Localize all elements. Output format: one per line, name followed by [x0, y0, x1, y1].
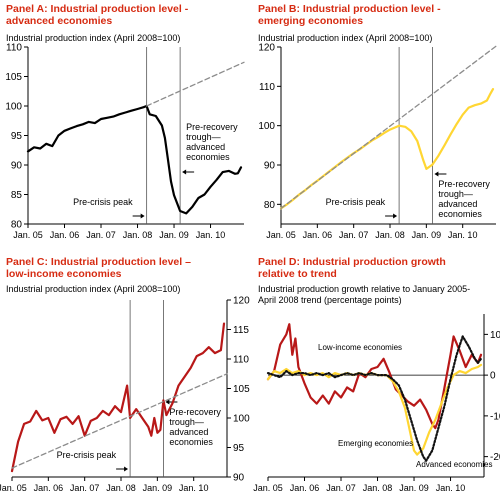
panel-b-x-tick-label: Jan. 08 — [375, 230, 405, 240]
panel-d-x-tick-label: Jan. 08 — [363, 483, 393, 493]
panel-b-x-tick-label: Jan. 09 — [412, 230, 442, 240]
panel-a-x-tick-label: Jan. 06 — [50, 230, 80, 240]
panel-a-trough-label: advanced — [186, 142, 225, 152]
panel-b-title-line1: Panel B: Industrial production level - — [258, 3, 441, 15]
panel-b-peak-label: Pre-crisis peak — [326, 197, 386, 207]
panel-c-x-tick-label: Jan. 06 — [34, 483, 64, 493]
panel-c-y-tick-label: 95 — [233, 443, 245, 454]
panel-d-x-tick-label: Jan. 07 — [326, 483, 356, 493]
panel-b-x-tick-label: Jan. 07 — [339, 230, 369, 240]
panel-a-series-trend — [145, 61, 245, 107]
panel-c-trough-label: Pre-recovery — [169, 407, 221, 417]
panel-a-title-line1: Panel A: Industrial production level - — [6, 3, 189, 15]
panel-c-y-tick-label: 100 — [233, 414, 250, 425]
panel-a-y-tick-label: 85 — [11, 190, 23, 201]
panel-d-x-tick-label: Jan. 09 — [399, 483, 429, 493]
panel-c-series-index — [10, 322, 226, 473]
panel-d-series-low-income-economies — [266, 323, 483, 430]
panel-c-title-line2: low-income economies — [6, 268, 122, 280]
panel-c-title-line1: Panel C: Industrial production level – — [6, 256, 191, 268]
panel-a-y-tick-label: 95 — [11, 131, 23, 142]
panel-d-series-advanced-economies — [266, 335, 483, 462]
panel-b-trough-label: advanced — [438, 199, 477, 209]
panel-a-x-tick-label: Jan. 07 — [86, 230, 116, 240]
panel-a-trough-arrowhead — [182, 169, 187, 175]
panel-b-trough-label: economies — [438, 209, 482, 219]
panel-d-y-tick-label: -10 — [490, 411, 500, 422]
panel-d-subtitle-line1: Industrial production growth relative to… — [258, 284, 471, 294]
panel-a-subtitle: Industrial production index (April 2008=… — [6, 33, 181, 43]
panel-b-peak-arrowhead — [393, 213, 398, 219]
panel-a-x-tick-label: Jan. 08 — [123, 230, 153, 240]
panel-c-y-tick-label: 90 — [233, 473, 245, 484]
panel-d-label-advanced: Advanced economies — [416, 460, 493, 469]
panel-c-trough-label: economies — [169, 437, 213, 447]
panel-a-x-tick-label: Jan. 10 — [196, 230, 226, 240]
panel-a-x-tick-label: Jan. 05 — [13, 230, 43, 240]
panel-b-trough-label: Pre-recovery — [438, 179, 490, 189]
panel-d-x-tick-label: Jan. 10 — [436, 483, 466, 493]
panel-c-series-trend — [11, 373, 228, 469]
panel-c-x-tick-label: Jan. 09 — [143, 483, 173, 493]
panel-c-x-tick-label: Jan. 05 — [0, 483, 27, 493]
panel-d-title-line2: relative to trend — [258, 268, 337, 280]
panel-a-trough-label: trough— — [186, 132, 221, 142]
panel-c-trough-label: advanced — [169, 427, 208, 437]
panel-a-series-index — [26, 104, 243, 215]
panel-d-x-tick-label: Jan. 06 — [290, 483, 320, 493]
panel-a-y-tick-label: 105 — [5, 72, 22, 83]
panel-c-x-tick-label: Jan. 08 — [106, 483, 136, 493]
panel-a-title-line2: advanced economies — [6, 15, 113, 27]
panel-b-y-tick-label: 120 — [258, 43, 275, 54]
panel-b-series-trend — [280, 45, 497, 209]
panel-c-x-tick-label: Jan. 07 — [70, 483, 100, 493]
panel-a-y-tick-label: 100 — [5, 102, 22, 113]
panel-c-subtitle: Industrial production index (April 2008=… — [6, 284, 181, 294]
panel-b-y-tick-label: 110 — [259, 82, 275, 93]
panel-b-x-tick-label: Jan. 05 — [266, 230, 296, 240]
panel-c-y-tick-label: 115 — [233, 325, 249, 336]
panel-d-x-tick-label: Jan. 05 — [253, 483, 283, 493]
panel-d-y-tick-label: -20 — [490, 452, 500, 463]
panel-b-x-tick-label: Jan. 10 — [448, 230, 478, 240]
panel-a-trough-label: Pre-recovery — [186, 122, 238, 132]
panel-d-subtitle-line2: April 2008 trend (percentage points) — [258, 295, 402, 305]
panel-c-y-tick-label: 105 — [233, 384, 250, 395]
panel-a-y-tick-label: 80 — [11, 220, 23, 231]
panel-c-y-tick-label: 120 — [233, 296, 250, 307]
panel-a-y-tick-label: 110 — [6, 43, 22, 54]
panel-d-y-tick-label: 0 — [490, 371, 496, 382]
panel-d-label-low-income: Low-income economies — [318, 343, 402, 352]
panel-b-trough-label: trough— — [438, 189, 473, 199]
panel-a-peak-label: Pre-crisis peak — [73, 197, 133, 207]
panel-b-y-tick-label: 100 — [258, 121, 275, 132]
panel-b-y-tick-label: 90 — [264, 161, 276, 172]
panel-a-peak-arrowhead — [140, 213, 145, 219]
panel-d-label-emerging: Emerging economies — [338, 439, 413, 448]
panel-d-y-tick-label: 10 — [490, 330, 500, 341]
panel-b-x-tick-label: Jan. 06 — [303, 230, 333, 240]
panel-c-trough-label: trough— — [169, 417, 204, 427]
panel-b-subtitle: Industrial production index (April 2008=… — [258, 33, 433, 43]
panel-c-y-tick-label: 110 — [233, 355, 249, 366]
panel-a-y-tick-label: 90 — [11, 161, 23, 172]
panel-b-trough-arrowhead — [434, 171, 439, 177]
panel-c-peak-arrowhead — [124, 466, 129, 472]
panel-d-title-line1: Panel D: Industrial production growth — [258, 256, 446, 268]
panel-b-title-line2: emerging economies — [258, 15, 364, 27]
panel-c-peak-label: Pre-crisis peak — [57, 450, 117, 460]
panel-a-x-tick-label: Jan. 09 — [159, 230, 189, 240]
panel-c-x-tick-label: Jan. 10 — [179, 483, 209, 493]
panel-b-y-tick-label: 80 — [264, 200, 276, 211]
panel-a-trough-label: economies — [186, 152, 230, 162]
panel-c-trough-arrowhead — [165, 399, 170, 405]
